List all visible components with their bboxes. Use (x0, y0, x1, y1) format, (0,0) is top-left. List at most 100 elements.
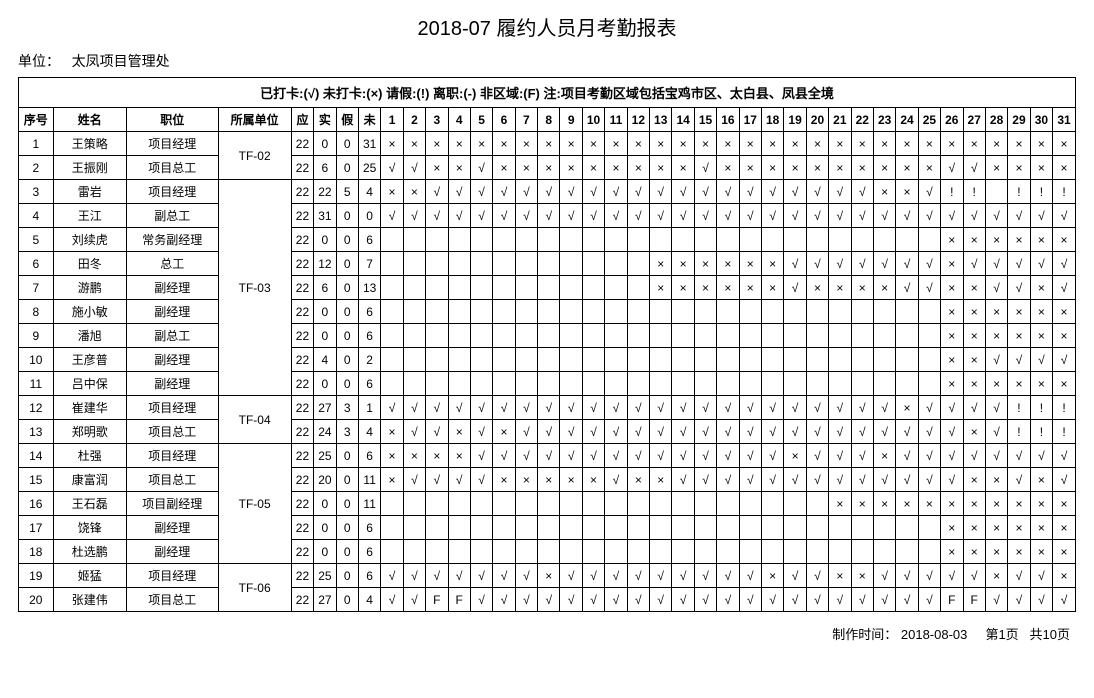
cell-day-30: × (1030, 492, 1052, 516)
cell-day-9: × (560, 468, 582, 492)
cell-day-26: × (941, 516, 963, 540)
cell-day-8 (538, 492, 560, 516)
header-row: 序号姓名职位所属单位应实假未12345678910111213141516171… (19, 108, 1076, 132)
cell-day-10: √ (582, 588, 604, 612)
cell-day-29: × (1008, 324, 1030, 348)
cell-day-28: √ (985, 396, 1007, 420)
cell-day-28: × (985, 372, 1007, 396)
cell-day-6: × (493, 468, 515, 492)
cell-role: 项目经理 (126, 132, 218, 156)
cell-stat-3: 6 (358, 444, 380, 468)
cell-day-26: × (941, 228, 963, 252)
table-row: 19姬猛项目经理TF-06222506√√√√√√√×√√√√√√√√√×√√×… (19, 564, 1076, 588)
cell-stat-1: 31 (314, 204, 336, 228)
cell-stat-3: 11 (358, 492, 380, 516)
cell-day-17 (739, 228, 761, 252)
cell-day-24 (896, 516, 918, 540)
cell-day-11 (605, 276, 627, 300)
cell-day-18 (761, 228, 783, 252)
cell-day-17: × (739, 132, 761, 156)
cell-day-6 (493, 540, 515, 564)
cell-day-20: × (806, 156, 828, 180)
cell-day-6 (493, 372, 515, 396)
cell-day-7: × (515, 156, 537, 180)
cell-day-22: √ (851, 420, 873, 444)
cell-name: 游鹏 (53, 276, 126, 300)
col-unit: 所属单位 (218, 108, 291, 132)
cell-day-3 (426, 252, 448, 276)
cell-name: 郑明歌 (53, 420, 126, 444)
cell-day-13: √ (650, 420, 672, 444)
cell-day-7 (515, 516, 537, 540)
cell-day-26: × (941, 276, 963, 300)
cell-day-4: × (448, 156, 470, 180)
cell-day-20 (806, 324, 828, 348)
cell-day-17: × (739, 252, 761, 276)
cell-day-16 (717, 516, 739, 540)
cell-day-28 (985, 180, 1007, 204)
cell-day-18 (761, 492, 783, 516)
cell-day-23: √ (873, 252, 895, 276)
cell-day-11 (605, 228, 627, 252)
cell-day-26: √ (941, 564, 963, 588)
cell-day-10 (582, 300, 604, 324)
cell-day-6: √ (493, 396, 515, 420)
cell-day-28: × (985, 132, 1007, 156)
page-current: 第1页 (985, 627, 1018, 642)
cell-day-15 (694, 348, 716, 372)
cell-stat-1: 22 (314, 180, 336, 204)
col-day-2: 2 (403, 108, 425, 132)
table-row: 10王彦普副经理22402××√√√√ (19, 348, 1076, 372)
cell-day-21 (829, 540, 851, 564)
cell-day-8 (538, 372, 560, 396)
cell-day-20: √ (806, 444, 828, 468)
cell-day-21: × (829, 492, 851, 516)
cell-stat-1: 4 (314, 348, 336, 372)
cell-day-10: × (582, 156, 604, 180)
cell-day-5: √ (470, 156, 492, 180)
table-row: 3雷岩项目经理TF-03222254××√√√√√√√√√√√√√√√√√√√√… (19, 180, 1076, 204)
cell-stat-0: 22 (291, 228, 313, 252)
cell-day-12 (627, 276, 649, 300)
cell-stat-3: 6 (358, 540, 380, 564)
cell-day-17: √ (739, 204, 761, 228)
cell-day-24: √ (896, 420, 918, 444)
cell-day-25: √ (918, 588, 940, 612)
cell-day-19 (784, 540, 806, 564)
cell-day-28: × (985, 228, 1007, 252)
table-row: 7游鹏副经理226013××××××√××××√√××√√×√ (19, 276, 1076, 300)
cell-day-31: × (1053, 564, 1076, 588)
cell-day-23 (873, 300, 895, 324)
cell-day-13 (650, 516, 672, 540)
col-day-29: 29 (1008, 108, 1030, 132)
cell-day-3: × (426, 156, 448, 180)
cell-seq: 19 (19, 564, 54, 588)
cell-day-1: √ (381, 204, 403, 228)
cell-day-22 (851, 372, 873, 396)
cell-seq: 1 (19, 132, 54, 156)
cell-day-26: √ (941, 420, 963, 444)
cell-day-24: √ (896, 204, 918, 228)
cell-day-1 (381, 348, 403, 372)
cell-day-16 (717, 372, 739, 396)
cell-day-12: √ (627, 396, 649, 420)
cell-day-22: √ (851, 252, 873, 276)
cell-name: 王策略 (53, 132, 126, 156)
cell-day-20 (806, 300, 828, 324)
cell-day-25: × (918, 492, 940, 516)
cell-seq: 7 (19, 276, 54, 300)
cell-day-24: √ (896, 564, 918, 588)
report-title: 2018-07 履约人员月考勤报表 (18, 12, 1076, 41)
cell-day-14 (672, 540, 694, 564)
cell-day-8 (538, 228, 560, 252)
cell-day-16 (717, 540, 739, 564)
cell-day-14: √ (672, 564, 694, 588)
cell-unit: TF-03 (218, 180, 291, 396)
cell-day-28: √ (985, 276, 1007, 300)
cell-day-4 (448, 540, 470, 564)
cell-stat-1: 27 (314, 396, 336, 420)
cell-day-19: × (784, 132, 806, 156)
cell-day-14: √ (672, 180, 694, 204)
cell-day-28: × (985, 492, 1007, 516)
cell-day-7: √ (515, 420, 537, 444)
